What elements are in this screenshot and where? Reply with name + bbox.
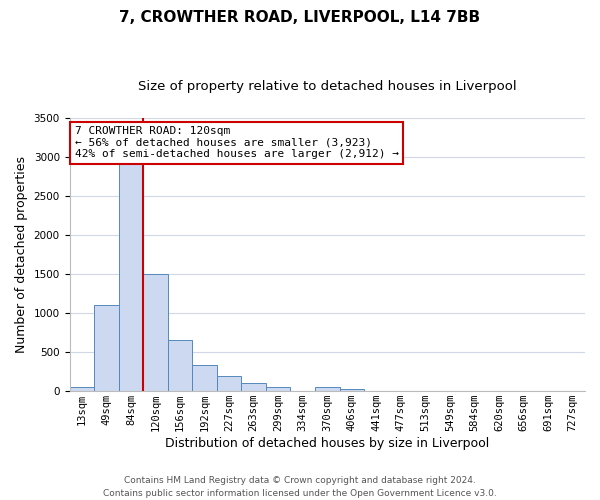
Bar — [70, 388, 94, 391]
Bar — [168, 340, 192, 391]
Bar — [94, 305, 119, 391]
Text: Contains HM Land Registry data © Crown copyright and database right 2024.
Contai: Contains HM Land Registry data © Crown c… — [103, 476, 497, 498]
Bar — [340, 389, 364, 391]
Bar — [241, 384, 266, 391]
Bar — [217, 376, 241, 391]
Text: 7 CROWTHER ROAD: 120sqm
← 56% of detached houses are smaller (3,923)
42% of semi: 7 CROWTHER ROAD: 120sqm ← 56% of detache… — [74, 126, 398, 159]
Bar — [315, 388, 340, 391]
Bar — [266, 388, 290, 391]
Bar — [192, 366, 217, 391]
X-axis label: Distribution of detached houses by size in Liverpool: Distribution of detached houses by size … — [165, 437, 490, 450]
Text: 7, CROWTHER ROAD, LIVERPOOL, L14 7BB: 7, CROWTHER ROAD, LIVERPOOL, L14 7BB — [119, 10, 481, 25]
Bar — [119, 163, 143, 391]
Title: Size of property relative to detached houses in Liverpool: Size of property relative to detached ho… — [138, 80, 517, 93]
Y-axis label: Number of detached properties: Number of detached properties — [15, 156, 28, 353]
Bar — [143, 274, 168, 391]
